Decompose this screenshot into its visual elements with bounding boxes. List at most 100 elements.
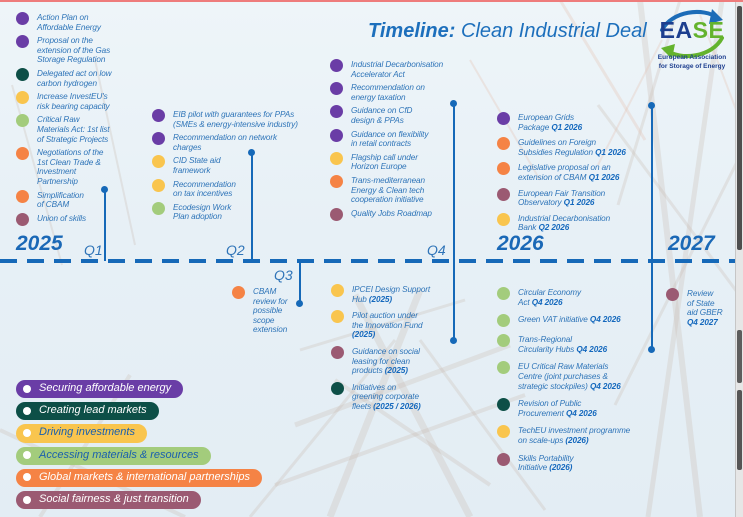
- category-dot-icon: [497, 287, 510, 300]
- milestone-item: CID State aid framework: [152, 155, 298, 175]
- legend-pill: Creating lead markets: [16, 402, 159, 421]
- milestone-item: Increase InvestEU's risk bearing capacit…: [16, 91, 111, 111]
- milestone-label: EU Critical Raw Materials Centre (joint …: [518, 362, 609, 391]
- milestone-column-2027-below: Review of State aid GBER Q4 2027: [666, 288, 723, 327]
- q3-connector-line: [299, 263, 301, 304]
- milestone-item: IPCEI Design Support Hub (2025): [331, 284, 430, 304]
- legend-label: Global markets & international partnersh…: [39, 470, 250, 483]
- milestone-item: European Grids Package Q1 2026: [497, 112, 626, 132]
- milestone-label: Recommendation on tax incentives: [173, 179, 236, 199]
- scrollbar-thumb[interactable]: [737, 6, 742, 250]
- q2-connector-dot: [248, 149, 255, 156]
- scrollbar[interactable]: [735, 0, 743, 517]
- milestone-label: Quality Jobs Roadmap: [351, 208, 432, 218]
- year-2027-boundary-dot-bottom: [648, 346, 655, 353]
- category-dot-icon: [16, 12, 29, 25]
- milestone-item: Industrial Decarbonisation Accelerator A…: [330, 59, 444, 79]
- milestone-label: Critical Raw Materials Act: 1st list of …: [37, 115, 110, 144]
- scrollbar-thumb[interactable]: [737, 390, 742, 470]
- milestone-date: (2026): [547, 463, 573, 473]
- category-dot-icon: [497, 137, 510, 151]
- milestone-item: Trans-mediterranean Energy & Clean tech …: [330, 174, 443, 205]
- milestone-label: Review of State aid GBER: [687, 289, 723, 318]
- milestone-label: Industrial Decarbonisation Accelerator A…: [351, 60, 444, 79]
- legend-dot-icon: [23, 473, 31, 482]
- legend-dot-icon: [23, 495, 31, 504]
- quarter-label-q2: Q2: [226, 242, 245, 258]
- category-dot-icon: [330, 105, 343, 119]
- legend-pill: Driving investments: [16, 424, 147, 443]
- milestone-label: Trans-Regional Circularity Hubs: [518, 335, 575, 354]
- milestone-date: Q1 2026: [586, 172, 620, 182]
- category-dot-icon: [330, 174, 343, 188]
- milestone-item: Review of State aid GBER Q4 2027: [666, 288, 723, 327]
- legend-pill: Securing affordable energy: [16, 380, 184, 399]
- quarter-label-q3: Q3: [274, 267, 293, 283]
- category-dot-icon: [331, 381, 344, 395]
- category-dot-icon: [497, 314, 510, 328]
- category-dot-icon: [330, 59, 343, 72]
- milestone-label: Green VAT initiative: [518, 315, 588, 325]
- milestone-label: Legislative proposal on an extension of …: [518, 163, 611, 182]
- category-dot-icon: [16, 67, 29, 81]
- milestone-label: Revision of Public Procurement: [518, 399, 582, 418]
- quarter-label-q1: Q1: [84, 242, 103, 258]
- milestone-item: Industrial Decarbonisation Bank Q2 2026: [497, 212, 626, 233]
- milestone-label: CID State aid framework: [173, 156, 221, 175]
- milestone-label: Flagship call under Horizon Europe: [351, 152, 418, 172]
- year-label-2026: 2026: [497, 232, 544, 255]
- milestone-label: CBAM review for possible scope extension: [253, 287, 288, 335]
- milestone-item: Guidance on CfD design & PPAs: [330, 105, 443, 125]
- milestone-label: Circular Economy Act: [518, 288, 582, 307]
- ease-logo: EASE European Association for Storage of…: [651, 5, 733, 72]
- milestone-date: Q2 2026: [536, 223, 570, 233]
- category-dot-icon: [16, 189, 29, 203]
- category-dot-icon: [330, 207, 343, 221]
- milestone-item: Proposal on the extension of the Gas Sto…: [16, 35, 111, 65]
- milestone-label: Increase InvestEU's risk bearing capacit…: [37, 92, 110, 111]
- milestone-label: Industrial Decarbonisation Bank: [518, 213, 611, 233]
- category-dot-icon: [497, 398, 510, 412]
- category-dot-icon: [330, 82, 343, 96]
- milestone-item: European Fair Transition Observatory Q1 …: [497, 187, 626, 208]
- milestone-item: Green VAT initiative Q4 2026: [497, 314, 630, 328]
- milestone-date: Q4 2026: [563, 408, 597, 418]
- category-dot-icon: [331, 345, 344, 359]
- legend-label: Social fairness & just transition: [39, 492, 189, 505]
- milestone-item: Recommendation on energy taxation: [330, 82, 443, 102]
- page-title-bold: Timeline:: [368, 20, 456, 42]
- milestone-item: Delegated act on low carbon hydrogen: [16, 67, 112, 88]
- milestone-label: Recommendation on network charges: [173, 133, 277, 152]
- milestone-item: Critical Raw Materials Act: 1st list of …: [16, 114, 111, 144]
- legend-label: Creating lead markets: [39, 404, 147, 417]
- milestone-label: Guidelines on Foreign Subsidies Regulati…: [518, 138, 597, 157]
- milestone-date: Q4 2026: [587, 315, 621, 325]
- quarter-label-q4: Q4: [427, 242, 446, 258]
- milestone-label: EIB pilot with guarantees for PPAs (SMEs…: [173, 110, 298, 129]
- milestone-date: Q1 2026: [549, 122, 583, 132]
- milestone-column-2026-below: Circular Economy Act Q4 2026 Green VAT i…: [497, 287, 631, 473]
- category-dot-icon: [16, 91, 29, 105]
- year-label-2027: 2027: [668, 232, 715, 255]
- category-dot-icon: [497, 334, 510, 348]
- category-dot-icon: [331, 284, 344, 297]
- milestone-label: TechEU investment programme on scale-ups: [518, 426, 631, 445]
- milestone-label: Delegated act on low carbon hydrogen: [37, 68, 112, 88]
- milestone-date: (2025): [352, 330, 376, 340]
- milestone-item: Simplification of CBAM: [16, 189, 111, 210]
- legend-dot-icon: [23, 384, 31, 393]
- scrollbar-thumb[interactable]: [737, 330, 742, 383]
- milestone-label: Negotiations of the 1st Clean Trade & In…: [37, 148, 104, 186]
- timeline-axis: [0, 259, 736, 263]
- milestone-item: Skills Portability Initiative (2026): [497, 452, 630, 473]
- q2-connector-line: [251, 153, 253, 261]
- page-title: Timeline: Clean Industrial Deal: [368, 20, 647, 43]
- category-dot-icon: [330, 128, 343, 142]
- legend-pill: Social fairness & just transition: [16, 490, 201, 510]
- milestone-date: Q4 2026: [574, 344, 608, 354]
- category-dot-icon: [497, 162, 510, 176]
- logo-subtitle: European Association for Storage of Ener…: [657, 54, 727, 70]
- milestone-date: Q4 2027: [687, 317, 718, 327]
- milestone-label: Pilot auction under the Innovation Fund: [352, 311, 423, 330]
- logo-text-blue: EA: [659, 17, 693, 43]
